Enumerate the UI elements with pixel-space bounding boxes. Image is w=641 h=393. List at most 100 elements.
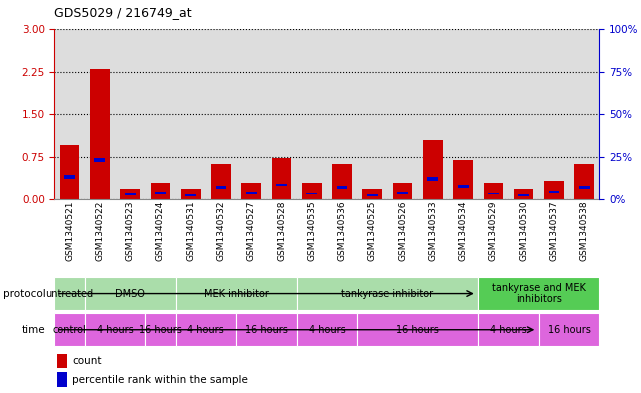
Text: GSM1340534: GSM1340534 bbox=[458, 200, 468, 261]
Bar bbox=[297, 313, 357, 346]
Bar bbox=[146, 29, 176, 199]
Bar bbox=[458, 185, 469, 187]
Bar bbox=[508, 29, 539, 199]
Text: GSM1340521: GSM1340521 bbox=[65, 200, 74, 261]
Bar bbox=[54, 313, 85, 346]
Bar bbox=[569, 29, 599, 199]
Text: 16 hours: 16 hours bbox=[396, 325, 439, 335]
Bar bbox=[428, 177, 438, 181]
Bar bbox=[488, 193, 499, 195]
Bar bbox=[549, 191, 560, 193]
Text: GSM1340529: GSM1340529 bbox=[489, 200, 498, 261]
Bar bbox=[579, 186, 590, 189]
Text: GSM1340525: GSM1340525 bbox=[368, 200, 377, 261]
Bar bbox=[332, 164, 352, 199]
Bar bbox=[215, 186, 226, 189]
Bar bbox=[85, 29, 115, 199]
Bar bbox=[90, 69, 110, 199]
Text: protocol: protocol bbox=[3, 288, 46, 299]
Bar bbox=[423, 140, 443, 199]
Bar bbox=[418, 29, 448, 199]
Bar bbox=[94, 158, 105, 162]
Text: GSM1340527: GSM1340527 bbox=[247, 200, 256, 261]
Bar bbox=[393, 183, 412, 199]
Text: GSM1340538: GSM1340538 bbox=[579, 200, 588, 261]
Bar bbox=[185, 195, 196, 196]
Text: GSM1340536: GSM1340536 bbox=[338, 200, 347, 261]
Bar bbox=[478, 313, 539, 346]
Bar bbox=[302, 183, 322, 199]
Bar bbox=[206, 29, 236, 199]
Bar bbox=[85, 277, 176, 310]
Bar bbox=[539, 313, 599, 346]
Bar bbox=[236, 313, 297, 346]
Bar bbox=[176, 277, 297, 310]
Text: percentile rank within the sample: percentile rank within the sample bbox=[72, 375, 248, 385]
Text: control: control bbox=[53, 325, 87, 335]
Bar bbox=[176, 29, 206, 199]
Text: untreated: untreated bbox=[46, 288, 94, 299]
Bar bbox=[357, 313, 478, 346]
Bar bbox=[236, 29, 267, 199]
Bar bbox=[242, 183, 261, 199]
Bar bbox=[176, 313, 236, 346]
Bar bbox=[519, 195, 529, 196]
Text: GSM1340532: GSM1340532 bbox=[217, 200, 226, 261]
Bar bbox=[397, 192, 408, 195]
Text: 4 hours: 4 hours bbox=[97, 325, 133, 335]
Bar bbox=[54, 277, 85, 310]
Bar bbox=[276, 184, 287, 186]
Text: GSM1340522: GSM1340522 bbox=[96, 200, 104, 261]
Bar bbox=[267, 29, 297, 199]
Bar bbox=[54, 29, 85, 199]
Bar bbox=[306, 193, 317, 195]
Text: count: count bbox=[72, 356, 101, 366]
Text: GSM1340528: GSM1340528 bbox=[277, 200, 286, 261]
Text: GSM1340526: GSM1340526 bbox=[398, 200, 407, 261]
Bar bbox=[60, 145, 79, 199]
Text: MEK inhibitor: MEK inhibitor bbox=[204, 288, 269, 299]
Text: 16 hours: 16 hours bbox=[245, 325, 288, 335]
Text: GSM1340537: GSM1340537 bbox=[549, 200, 558, 261]
Bar bbox=[367, 195, 378, 196]
Bar bbox=[57, 373, 67, 387]
Text: GSM1340523: GSM1340523 bbox=[126, 200, 135, 261]
Text: DMSO: DMSO bbox=[115, 288, 145, 299]
Bar bbox=[574, 164, 594, 199]
Bar bbox=[246, 191, 256, 194]
Text: 4 hours: 4 hours bbox=[187, 325, 224, 335]
Bar bbox=[146, 313, 176, 346]
Text: GSM1340530: GSM1340530 bbox=[519, 200, 528, 261]
Text: 16 hours: 16 hours bbox=[547, 325, 590, 335]
Bar bbox=[155, 191, 166, 194]
Text: tankyrase and MEK
inhibitors: tankyrase and MEK inhibitors bbox=[492, 283, 586, 304]
Bar bbox=[362, 189, 382, 199]
Bar bbox=[478, 29, 508, 199]
Bar bbox=[387, 29, 418, 199]
Bar bbox=[151, 183, 171, 199]
Text: GSM1340533: GSM1340533 bbox=[428, 200, 437, 261]
Text: GDS5029 / 216749_at: GDS5029 / 216749_at bbox=[54, 6, 192, 19]
Bar bbox=[514, 189, 533, 199]
Bar bbox=[121, 189, 140, 199]
Bar bbox=[64, 175, 75, 179]
Text: GSM1340531: GSM1340531 bbox=[186, 200, 196, 261]
Bar bbox=[357, 29, 387, 199]
Text: 16 hours: 16 hours bbox=[139, 325, 182, 335]
Bar bbox=[211, 164, 231, 199]
Bar bbox=[483, 183, 503, 199]
Bar bbox=[478, 277, 599, 310]
Text: GSM1340524: GSM1340524 bbox=[156, 200, 165, 261]
Bar bbox=[337, 186, 347, 189]
Bar bbox=[272, 158, 292, 199]
Bar bbox=[57, 354, 67, 368]
Text: time: time bbox=[22, 325, 46, 335]
Bar bbox=[115, 29, 146, 199]
Bar bbox=[181, 189, 201, 199]
Bar bbox=[125, 193, 135, 195]
Bar bbox=[297, 29, 327, 199]
Bar bbox=[453, 160, 473, 199]
Text: GSM1340535: GSM1340535 bbox=[307, 200, 316, 261]
Bar bbox=[539, 29, 569, 199]
Bar bbox=[297, 277, 478, 310]
